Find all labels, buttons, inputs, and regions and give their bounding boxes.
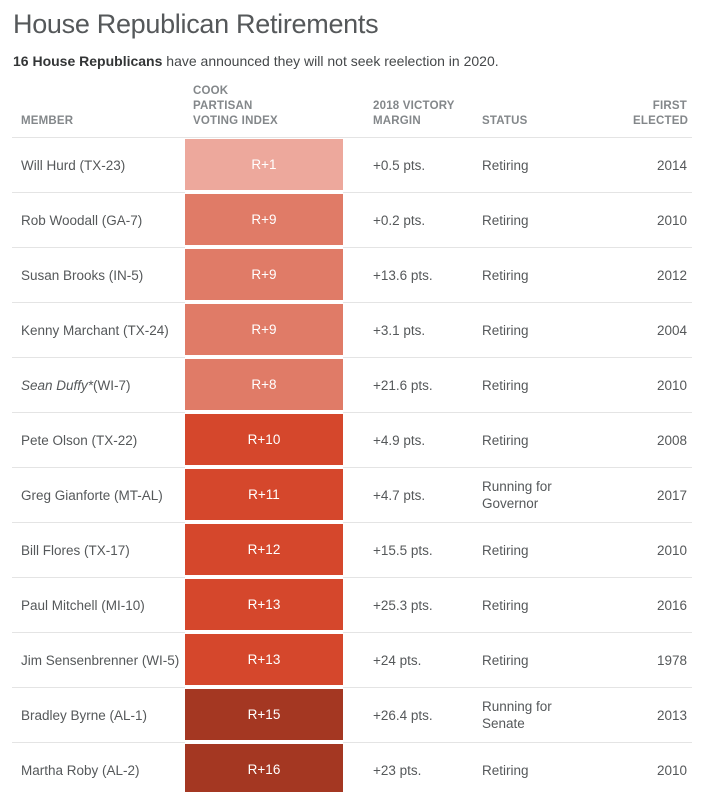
victory-margin-cell: +3.1 pts.	[343, 303, 482, 358]
status-cell: Retiring	[482, 358, 607, 413]
voting-index-swatch: R+15	[185, 689, 343, 740]
table-row: Bradley Byrne (AL-1) R+15 +26.4 pts. Run…	[12, 688, 692, 743]
voting-index-swatch: R+8	[185, 359, 343, 410]
victory-margin-cell: +23 pts.	[343, 743, 482, 792]
voting-index-swatch: R+10	[185, 414, 343, 465]
status-cell: Retiring	[482, 523, 607, 578]
voting-index-swatch: R+1	[185, 139, 343, 190]
victory-margin-cell: +25.3 pts.	[343, 578, 482, 633]
status-cell: Retiring	[482, 303, 607, 358]
table-row: Martha Roby (AL-2) R+16 +23 pts. Retirin…	[12, 743, 692, 792]
table-row: Sean Duffy* (WI-7) R+8 +21.6 pts. Retiri…	[12, 358, 692, 413]
voting-index-cell: R+9	[185, 303, 343, 358]
subtitle-rest-text: have announced they will not seek reelec…	[162, 53, 499, 69]
voting-index-swatch: R+13	[185, 579, 343, 630]
victory-margin-cell: +0.5 pts.	[343, 138, 482, 193]
voting-index-cell: R+8	[185, 358, 343, 413]
voting-index-cell: R+12	[185, 523, 343, 578]
victory-margin-cell: +26.4 pts.	[343, 688, 482, 743]
voting-index-cell: R+10	[185, 413, 343, 468]
status-cell: Retiring	[482, 743, 607, 792]
page-subtitle: 16 House Republicans have announced they…	[13, 53, 692, 70]
member-cell: Greg Gianforte (MT-AL)	[12, 468, 185, 523]
table-row: Greg Gianforte (MT-AL) R+11 +4.7 pts. Ru…	[12, 468, 692, 523]
voting-index-swatch: R+11	[185, 469, 343, 520]
member-cell: Bill Flores (TX-17)	[12, 523, 185, 578]
status-cell: Running for Senate	[482, 688, 607, 743]
member-cell: Pete Olson (TX-22)	[12, 413, 185, 468]
column-header-first-elected: FIRST ELECTED	[633, 100, 689, 127]
member-cell: Will Hurd (TX-23)	[12, 138, 185, 193]
column-header-status: STATUS	[482, 115, 528, 127]
voting-index-cell: R+16	[185, 743, 343, 792]
column-header-cook-partisan-voting-index: COOK PARTISAN VOTING INDEX	[193, 85, 278, 127]
status-cell: Retiring	[482, 248, 607, 303]
victory-margin-cell: +0.2 pts.	[343, 193, 482, 248]
first-elected-cell: 2008	[607, 413, 692, 468]
status-cell: Retiring	[482, 193, 607, 248]
voting-index-cell: R+9	[185, 248, 343, 303]
column-header-member: MEMBER	[21, 115, 74, 127]
table-body: Will Hurd (TX-23) R+1 +0.5 pts. Retiring…	[12, 138, 692, 792]
page-title: House Republican Retirements	[13, 9, 379, 39]
first-elected-cell: 2010	[607, 193, 692, 248]
first-elected-cell: 2010	[607, 523, 692, 578]
victory-margin-cell: +13.6 pts.	[343, 248, 482, 303]
member-cell: Sean Duffy* (WI-7)	[12, 358, 185, 413]
status-cell: Retiring	[482, 578, 607, 633]
voting-index-cell: R+13	[185, 633, 343, 688]
member-cell: Jim Sensenbrenner (WI-5)	[12, 633, 185, 688]
first-elected-cell: 2017	[607, 468, 692, 523]
status-cell: Retiring	[482, 138, 607, 193]
first-elected-cell: 2010	[607, 743, 692, 792]
column-header-2018-victory-margin: 2018 VICTORY MARGIN	[373, 100, 455, 127]
table-row: Pete Olson (TX-22) R+10 +4.9 pts. Retiri…	[12, 413, 692, 468]
member-cell: Kenny Marchant (TX-24)	[12, 303, 185, 358]
table-row: Paul Mitchell (MI-10) R+13 +25.3 pts. Re…	[12, 578, 692, 633]
voting-index-swatch: R+16	[185, 744, 343, 792]
voting-index-swatch: R+9	[185, 304, 343, 355]
voting-index-cell: R+15	[185, 688, 343, 743]
member-cell: Martha Roby (AL-2)	[12, 743, 185, 792]
status-cell: Retiring	[482, 413, 607, 468]
first-elected-cell: 2013	[607, 688, 692, 743]
first-elected-cell: 2004	[607, 303, 692, 358]
table-row: Kenny Marchant (TX-24) R+9 +3.1 pts. Ret…	[12, 303, 692, 358]
table-row: Jim Sensenbrenner (WI-5) R+13 +24 pts. R…	[12, 633, 692, 688]
table-header-row: MEMBER COOK PARTISAN VOTING INDEX 2018 V…	[12, 84, 692, 138]
first-elected-cell: 2014	[607, 138, 692, 193]
victory-margin-cell: +21.6 pts.	[343, 358, 482, 413]
voting-index-cell: R+9	[185, 193, 343, 248]
victory-margin-cell: +4.9 pts.	[343, 413, 482, 468]
member-cell: Paul Mitchell (MI-10)	[12, 578, 185, 633]
first-elected-cell: 2010	[607, 358, 692, 413]
voting-index-swatch: R+13	[185, 634, 343, 685]
victory-margin-cell: +15.5 pts.	[343, 523, 482, 578]
member-cell: Rob Woodall (GA-7)	[12, 193, 185, 248]
voting-index-cell: R+1	[185, 138, 343, 193]
first-elected-cell: 2016	[607, 578, 692, 633]
voting-index-cell: R+13	[185, 578, 343, 633]
member-cell: Susan Brooks (IN-5)	[12, 248, 185, 303]
status-cell: Retiring	[482, 633, 607, 688]
victory-margin-cell: +4.7 pts.	[343, 468, 482, 523]
table-row: Rob Woodall (GA-7) R+9 +0.2 pts. Retirin…	[12, 193, 692, 248]
first-elected-cell: 1978	[607, 633, 692, 688]
table-row: Bill Flores (TX-17) R+12 +15.5 pts. Reti…	[12, 523, 692, 578]
voting-index-cell: R+11	[185, 468, 343, 523]
first-elected-cell: 2012	[607, 248, 692, 303]
table-row: Will Hurd (TX-23) R+1 +0.5 pts. Retiring…	[12, 138, 692, 193]
subtitle-bold-text: 16 House Republicans	[13, 53, 163, 69]
status-cell: Running for Governor	[482, 468, 607, 523]
table-row: Susan Brooks (IN-5) R+9 +13.6 pts. Retir…	[12, 248, 692, 303]
voting-index-swatch: R+9	[185, 249, 343, 300]
voting-index-swatch: R+12	[185, 524, 343, 575]
member-cell: Bradley Byrne (AL-1)	[12, 688, 185, 743]
victory-margin-cell: +24 pts.	[343, 633, 482, 688]
voting-index-swatch: R+9	[185, 194, 343, 245]
